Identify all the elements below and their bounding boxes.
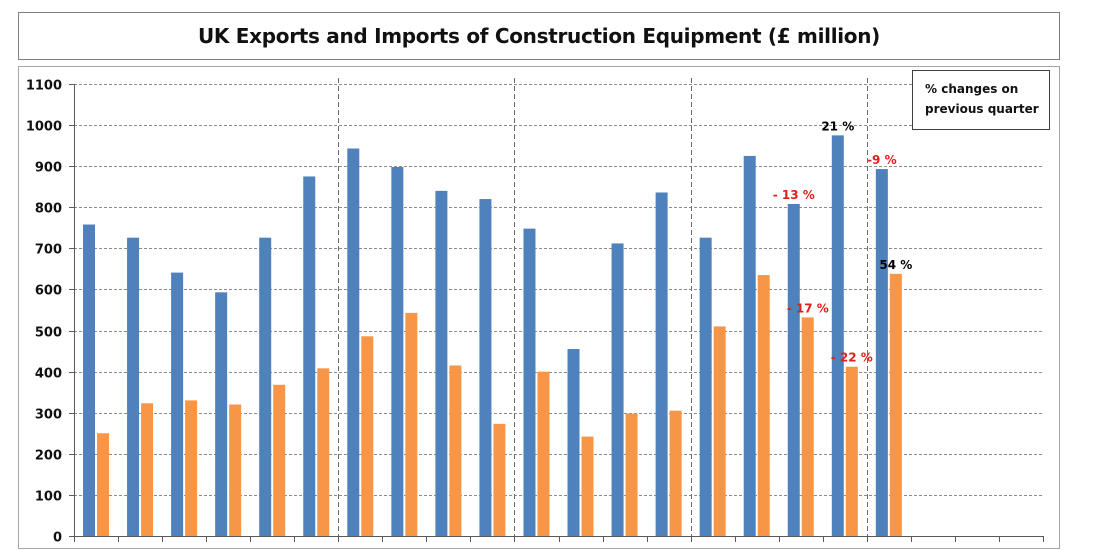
y-tick-label: 800 xyxy=(35,202,62,217)
bar-series-1 xyxy=(83,224,96,536)
bar-series-1 xyxy=(699,237,712,536)
bar-series-2 xyxy=(141,403,154,536)
y-tick-label: 400 xyxy=(35,367,62,382)
y-tick-label: 1100 xyxy=(26,79,62,94)
bar-series-2 xyxy=(97,433,110,536)
bar-series-1 xyxy=(875,169,888,537)
percent-change-label: - 17 % xyxy=(787,301,829,315)
bar-series-1 xyxy=(215,292,228,536)
percent-change-note: % changes on previous quarter xyxy=(912,70,1050,130)
bar-series-1 xyxy=(347,148,360,536)
bar-series-1 xyxy=(567,349,580,536)
bar-series-2 xyxy=(625,413,638,536)
bar-series-1 xyxy=(743,155,756,536)
y-tick-label: 0 xyxy=(53,531,62,546)
y-tick-label: 1000 xyxy=(26,120,62,135)
bar-series-1 xyxy=(611,243,624,536)
bar-series-2 xyxy=(317,368,330,536)
bar-series-2 xyxy=(757,275,770,536)
chart-title: UK Exports and Imports of Construction E… xyxy=(197,24,881,48)
y-tick-label: 200 xyxy=(35,449,62,464)
chart-title-box: UK Exports and Imports of Construction E… xyxy=(18,12,1060,60)
percent-change-label: 21 % xyxy=(821,119,854,133)
bar-series-1 xyxy=(831,135,844,536)
bar-series-2 xyxy=(405,312,418,536)
y-tick-label: 900 xyxy=(35,161,62,176)
y-tick-label: 300 xyxy=(35,408,62,423)
bar-series-1 xyxy=(479,199,492,536)
percent-change-label: -9 % xyxy=(867,153,897,167)
percent-change-label: 54 % xyxy=(879,258,912,272)
percent-change-label: - 22 % xyxy=(831,351,873,365)
bar-series-1 xyxy=(171,272,184,536)
bar-series-2 xyxy=(889,273,902,536)
y-tick-label: 700 xyxy=(35,243,62,258)
y-tick-label: 500 xyxy=(35,326,62,341)
bar-series-1 xyxy=(655,192,668,537)
bar-series-2 xyxy=(537,371,550,536)
bar-series-2 xyxy=(713,326,726,536)
bar-series-1 xyxy=(391,167,404,536)
bar-series-2 xyxy=(361,336,374,536)
bar-series-2 xyxy=(273,384,286,536)
bar-series-2 xyxy=(229,404,242,536)
bar-series-2 xyxy=(449,365,462,536)
bar-series-1 xyxy=(435,190,448,536)
bar-series-1 xyxy=(303,176,316,537)
bar-series-1 xyxy=(787,203,800,536)
percent-change-label: - 13 % xyxy=(773,188,815,202)
bar-series-2 xyxy=(669,410,682,536)
bar-series-1 xyxy=(127,237,140,536)
y-tick-label: 600 xyxy=(35,284,62,299)
y-tick-label: 100 xyxy=(35,490,62,505)
bar-series-1 xyxy=(523,228,536,536)
bar-series-2 xyxy=(581,436,594,536)
bar-series-2 xyxy=(493,423,506,536)
bar-series-2 xyxy=(801,317,814,536)
bar-series-1 xyxy=(259,237,272,536)
bar-series-2 xyxy=(845,366,858,536)
bar-series-2 xyxy=(185,400,198,536)
